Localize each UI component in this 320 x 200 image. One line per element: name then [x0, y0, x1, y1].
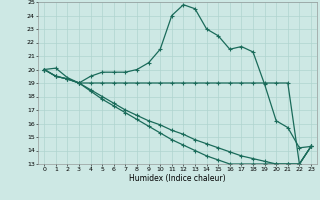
X-axis label: Humidex (Indice chaleur): Humidex (Indice chaleur) [129, 174, 226, 183]
